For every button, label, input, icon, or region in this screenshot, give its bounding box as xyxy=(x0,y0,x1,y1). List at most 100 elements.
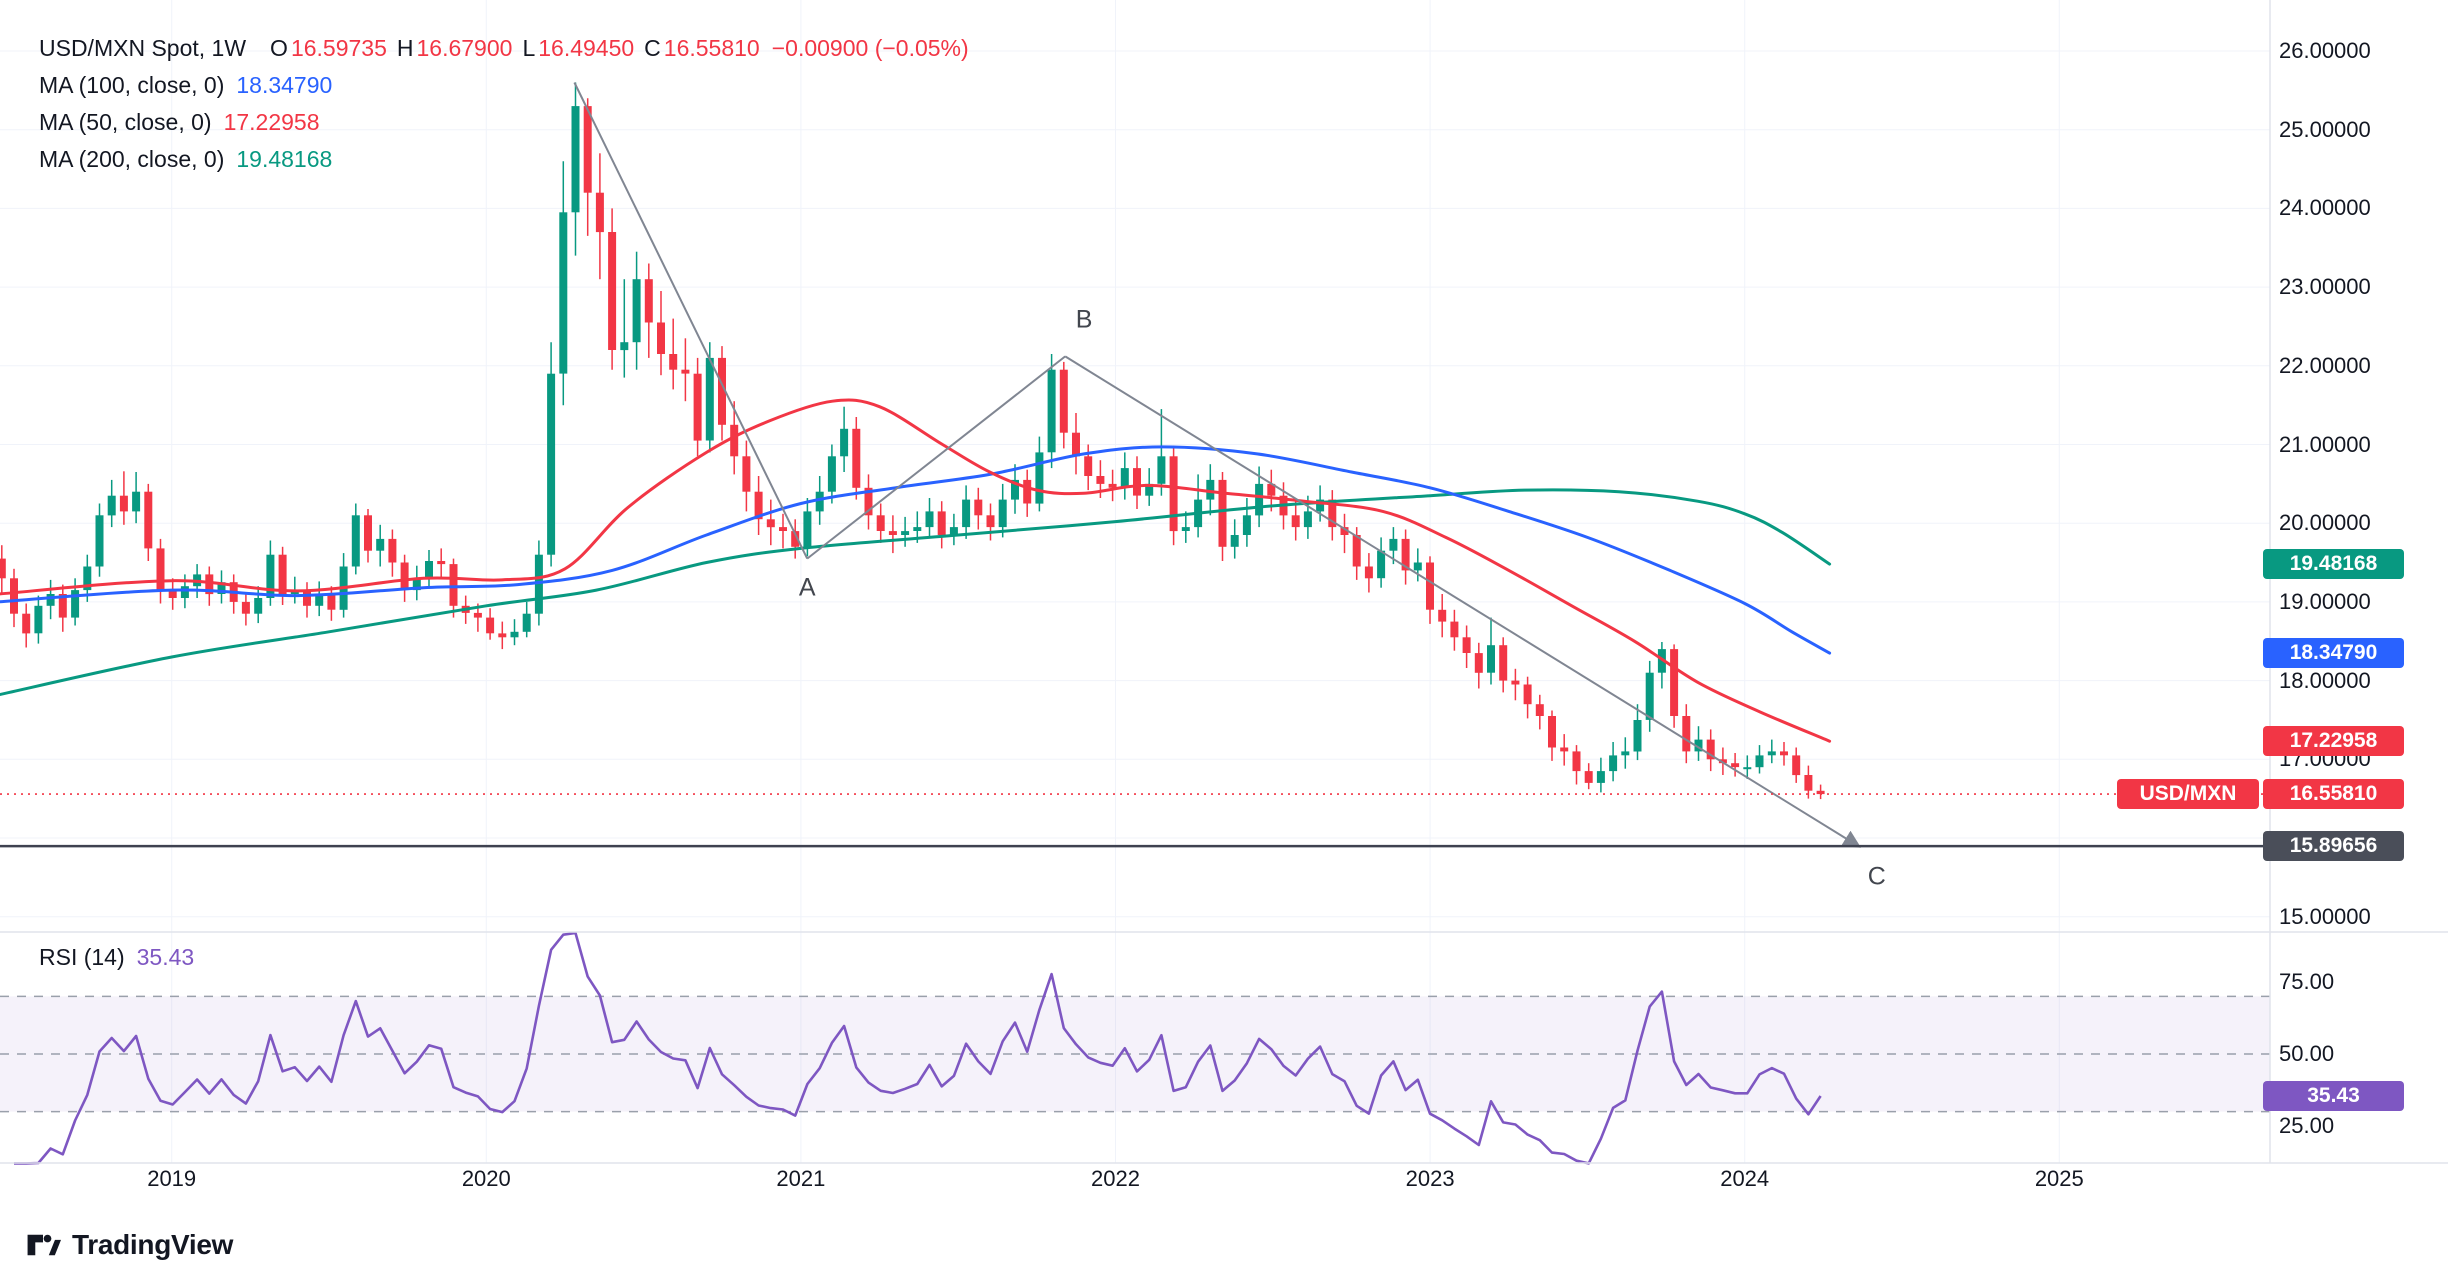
candle xyxy=(1499,645,1508,681)
rsi-legend-row[interactable]: RSI (14) 35.43 xyxy=(39,944,194,971)
candle xyxy=(693,373,702,441)
candle xyxy=(1108,483,1117,488)
candle xyxy=(1242,515,1251,535)
candle xyxy=(205,574,214,595)
ohlc-l-value: 16.49450 xyxy=(538,35,635,61)
candle xyxy=(876,515,885,531)
ma50-value: 17.22958 xyxy=(223,109,320,135)
candle xyxy=(644,279,653,323)
rsi-line xyxy=(14,931,1822,1165)
candle xyxy=(1584,771,1593,783)
candle xyxy=(742,456,751,492)
candle xyxy=(827,456,836,492)
trend-line-2 xyxy=(806,355,1066,560)
candle xyxy=(1023,479,1032,504)
candle xyxy=(144,491,153,549)
candle xyxy=(1511,680,1520,685)
candle xyxy=(962,499,971,528)
candle xyxy=(791,531,800,547)
tradingview-logo-icon xyxy=(27,1234,61,1256)
candle xyxy=(376,538,385,551)
candle xyxy=(998,499,1007,528)
candle xyxy=(1670,649,1679,716)
candle xyxy=(815,491,824,512)
candle xyxy=(986,515,995,528)
candle xyxy=(412,578,421,591)
candle xyxy=(425,561,433,579)
candle xyxy=(388,538,397,563)
candle xyxy=(1145,483,1154,496)
candle xyxy=(1267,483,1276,496)
candle xyxy=(510,631,519,638)
candle xyxy=(1755,755,1764,768)
candle xyxy=(1218,479,1227,547)
candle xyxy=(632,279,641,343)
tradingview-logo[interactable]: TradingView xyxy=(25,1227,233,1263)
indicator-row-ma100[interactable]: MA (100, close, 0) 18.34790 xyxy=(39,67,969,104)
ma-50-line xyxy=(0,398,1832,743)
candle xyxy=(937,511,946,535)
symbol-row[interactable]: USD/MXN Spot, 1W O 16.59735 H 16.67900 L 16.4… xyxy=(39,30,969,67)
candle xyxy=(1474,653,1483,673)
candle xyxy=(1731,763,1740,768)
candle xyxy=(1011,479,1019,500)
candle xyxy=(1792,755,1801,776)
candle xyxy=(1389,538,1398,551)
ohlc-c-label: C xyxy=(644,35,661,61)
candle xyxy=(974,499,983,516)
candle xyxy=(119,495,128,512)
candle xyxy=(254,598,263,614)
candle xyxy=(1206,479,1215,500)
symbol-title: USD/MXN Spot, 1W xyxy=(39,35,247,61)
candle xyxy=(1572,751,1581,772)
ma-200-line xyxy=(0,488,1832,697)
indicator-row-ma200[interactable]: MA (200, close, 0) 19.48168 xyxy=(39,141,969,178)
candle xyxy=(1072,432,1080,457)
ma100-value: 18.34790 xyxy=(236,72,333,98)
candle xyxy=(498,633,507,638)
candle xyxy=(1548,716,1556,748)
candle xyxy=(46,594,55,606)
candle xyxy=(1682,716,1691,752)
candle xyxy=(364,515,372,551)
ohlc-h-value: 16.67900 xyxy=(416,35,513,61)
chart-legend: USD/MXN Spot, 1W O 16.59735 H 16.67900 L 16.4… xyxy=(39,30,969,178)
candle xyxy=(1047,369,1056,453)
trend-line-3 xyxy=(1064,355,1862,848)
candle xyxy=(1413,562,1422,571)
candle xyxy=(1743,767,1752,770)
candle xyxy=(1352,535,1361,567)
candle xyxy=(241,601,250,614)
candle xyxy=(1609,755,1618,772)
candle xyxy=(583,106,592,193)
candle xyxy=(266,554,275,598)
rsi-label: RSI (14) xyxy=(39,944,125,970)
candle xyxy=(1096,476,1105,484)
candle xyxy=(1706,739,1715,760)
candle xyxy=(1633,720,1642,752)
trend-line-1 xyxy=(573,82,809,560)
ma200-label: MA (200, close, 0) xyxy=(39,146,225,172)
candle xyxy=(1621,751,1630,756)
candle xyxy=(327,594,336,610)
candle xyxy=(217,582,226,594)
candle xyxy=(0,558,6,579)
candle xyxy=(1780,751,1788,756)
candle xyxy=(1487,645,1495,673)
candle xyxy=(1450,621,1459,638)
ma-100-line xyxy=(0,445,1832,655)
candle xyxy=(473,612,482,618)
ohlc-o-label: O xyxy=(270,35,288,61)
indicator-row-ma50[interactable]: MA (50, close, 0) 17.22958 xyxy=(39,104,969,141)
candle xyxy=(486,617,495,634)
candle xyxy=(71,590,80,618)
candle xyxy=(888,531,897,535)
candle xyxy=(1645,672,1654,720)
candle xyxy=(1059,369,1068,433)
candle xyxy=(1035,452,1044,504)
trend-lines-layer[interactable] xyxy=(573,82,1862,848)
candle xyxy=(1804,775,1813,791)
candle xyxy=(156,548,165,591)
candle xyxy=(681,369,690,374)
